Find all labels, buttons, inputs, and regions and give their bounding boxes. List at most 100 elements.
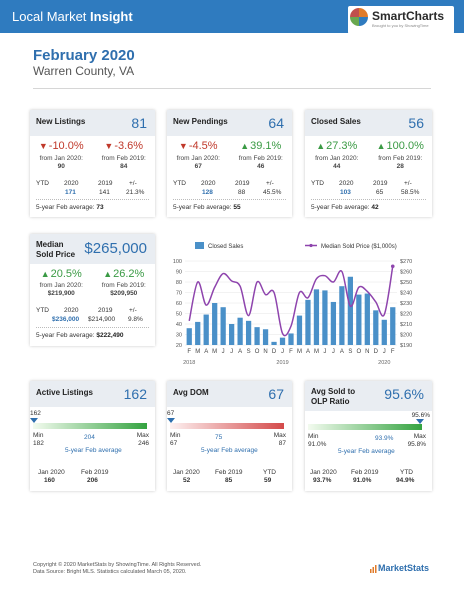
x-tick-label: D (272, 349, 277, 355)
new-pendings-card: New Pendings 64 ▼-4.5% ▲39.1% from Jan 2… (167, 110, 292, 217)
feb2019-label: Feb 2019 (215, 469, 243, 476)
jan2020-label: Jan 2020 (310, 469, 337, 476)
change-jan-detail: from Jan 2020: $219,900 (39, 282, 83, 297)
up-arrow-icon: ▲ (103, 269, 113, 279)
header-bar: Local Market Insight SmartCharts Brought… (0, 0, 464, 34)
legend-median-price: Median Sold Price ($1,000s) (321, 244, 397, 250)
x-tick-label: F (289, 349, 293, 355)
current-value-label: 67 (167, 410, 175, 417)
y-right-tick-label: $230 (400, 301, 412, 307)
ytd-value: 59 (264, 477, 272, 484)
bar-closed-sales (237, 317, 243, 345)
up-arrow-icon: ▲ (376, 141, 386, 151)
bar-closed-sales (271, 341, 277, 345)
min-label: Min (33, 432, 44, 439)
line-median-price (188, 266, 394, 337)
change-jan: ▲20.5% (40, 268, 82, 280)
y-left-tick-label: 20 (176, 343, 182, 349)
bar-closed-sales (356, 294, 362, 345)
dotted-divider (311, 199, 426, 200)
card-header: New Pendings 64 (167, 110, 292, 136)
down-arrow-icon: ▼ (178, 141, 188, 151)
max-label: Max (413, 433, 426, 440)
x-year-label: 2018 (183, 360, 195, 366)
x-tick-label: J (332, 349, 335, 355)
smartcharts-logo: SmartCharts Brought to you by ShowingTim… (348, 6, 454, 34)
jan2020-label: Jan 2020 (38, 469, 65, 476)
x-tick-label: N (263, 349, 267, 355)
card-title: Median Sold Price (36, 240, 76, 259)
x-tick-label: M (195, 349, 200, 355)
x-tick-label: N (365, 349, 369, 355)
min-label: Min (170, 432, 181, 439)
active-listings-card: Active Listings 162 162 Min Max 182 246 … (30, 381, 155, 491)
jan2020-value: 160 (44, 477, 55, 484)
footer-copyright: Copyright © 2020 MarketStats by ShowingT… (33, 562, 202, 575)
min-value: 67 (170, 440, 178, 447)
avg-label: 5-year Feb average (338, 448, 395, 455)
change-feb-detail: from Feb 2019: 84 (101, 155, 146, 170)
card-title: Avg Sold to OLP Ratio (311, 387, 356, 406)
logo-tagline: Brought to you by ShowingTime (372, 23, 429, 28)
min-label: Min (308, 433, 319, 440)
legend-line-marker (309, 243, 313, 248)
x-tick-label: F (391, 349, 395, 355)
bar-closed-sales (288, 333, 294, 345)
y-left-tick-label: 100 (173, 259, 182, 265)
marketstats-logo-icon (370, 565, 377, 573)
card-title: Active Listings (36, 388, 93, 397)
five-year-average: 5-year Feb average: 55 (173, 204, 241, 211)
range-bar (308, 424, 422, 430)
card-value: 64 (268, 115, 284, 131)
closed-sales-price-chart: Closed Sales Median Sold Price ($1,000s) 2… (165, 237, 419, 373)
dotted-divider (36, 199, 149, 200)
card-value: 67 (268, 386, 284, 402)
bar-closed-sales (195, 321, 201, 345)
x-tick-label: A (204, 349, 208, 355)
sold-to-olp-card: Avg Sold to OLP Ratio 95.6% 95.6% Min Max… (305, 381, 432, 491)
down-arrow-icon: ▼ (38, 141, 48, 151)
x-tick-label: A (306, 349, 310, 355)
min-value: 91.0% (308, 441, 327, 448)
avg-label: 5-year Feb average (201, 447, 258, 454)
feb2019-value: 206 (87, 477, 98, 484)
ytd-value: 94.9% (396, 477, 415, 484)
y-right-tick-label: $220 (400, 312, 412, 318)
change-feb-detail: from Feb 2019: 46 (238, 155, 283, 170)
current-marker-icon (30, 418, 38, 423)
current-value-label: 95.6% (411, 412, 430, 419)
change-feb-detail: from Feb 2019: $209,950 (101, 282, 146, 297)
card-title: New Listings (36, 117, 86, 126)
x-tick-label: A (238, 349, 242, 355)
x-tick-label: J (281, 349, 284, 355)
jan2020-value: 52 (183, 477, 191, 484)
change-feb: ▲39.1% (240, 140, 282, 152)
change-jan: ▲27.3% (316, 140, 358, 152)
five-year-average: 5-year Feb average: $222,490 (36, 332, 124, 339)
y-right-tick-label: $250 (400, 280, 412, 286)
chart-svg: Closed Sales Median Sold Price ($1,000s) 2… (165, 237, 419, 373)
x-year-label: 2020 (378, 360, 390, 366)
x-tick-label: D (374, 349, 379, 355)
x-tick-label: M (314, 349, 319, 355)
bar-closed-sales (220, 307, 226, 345)
y-left-tick-label: 30 (176, 333, 182, 339)
card-header: Active Listings 162 (30, 381, 155, 407)
card-header: Median Sold Price $265,000 (30, 234, 155, 264)
min-value: 182 (33, 440, 44, 447)
x-tick-label: J (383, 349, 386, 355)
change-feb: ▲100.0% (376, 140, 424, 152)
change-feb-detail: from Feb 2019: 28 (378, 155, 423, 170)
up-arrow-icon: ▲ (240, 141, 250, 151)
max-value: 87 (278, 440, 286, 447)
five-year-average: 5-year Feb average: 42 (311, 204, 379, 211)
x-year-label: 2019 (276, 360, 288, 366)
change-jan-detail: from Jan 2020: 67 (176, 155, 220, 170)
card-header: Closed Sales 56 (305, 110, 432, 136)
bar-closed-sales (296, 315, 303, 345)
avg-value: 75 (215, 434, 223, 441)
bar-closed-sales (212, 303, 218, 345)
bar-closed-sales (262, 329, 269, 345)
bar-closed-sales (279, 337, 286, 345)
line-end-point (390, 264, 395, 269)
